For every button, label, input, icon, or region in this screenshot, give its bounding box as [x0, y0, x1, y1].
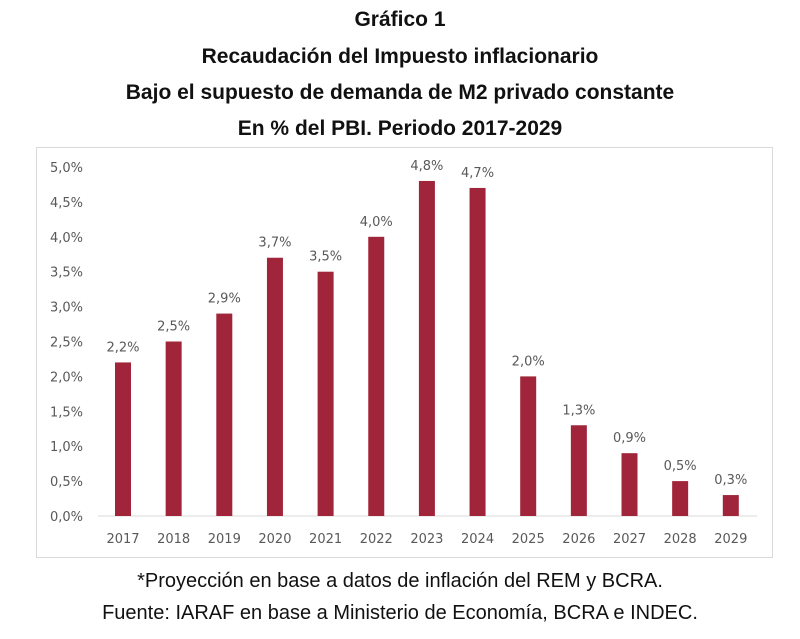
y-tick-label: 2,5% — [50, 336, 83, 351]
x-tick-label: 2028 — [664, 532, 697, 547]
x-tick-label: 2024 — [461, 532, 494, 547]
x-tick-label: 2020 — [258, 532, 291, 547]
chart-subtitle: Bajo el supuesto de demanda de M2 privad… — [125, 81, 675, 104]
bar-2021 — [317, 271, 334, 516]
data-label-2028: 0,5% — [664, 459, 697, 474]
bar-2022 — [368, 236, 385, 517]
bar-2029 — [722, 495, 739, 516]
data-label-2026: 1,3% — [562, 403, 595, 418]
y-tick-label: 1,5% — [50, 405, 83, 420]
footnote: *Proyección en base a datos de inflación… — [137, 570, 663, 592]
data-label-2019: 2,9% — [208, 292, 241, 307]
x-tick-label: 2018 — [157, 532, 190, 547]
y-tick-label: 2,0% — [50, 370, 83, 385]
y-tick-label: 1,0% — [50, 440, 83, 455]
data-label-2018: 2,5% — [157, 320, 190, 335]
bar-2023 — [418, 180, 435, 516]
bar-2026 — [570, 425, 587, 516]
data-label-2022: 4,0% — [360, 215, 393, 230]
x-tick-label: 2029 — [714, 532, 747, 547]
data-label-2025: 2,0% — [512, 354, 545, 369]
y-tick-label: 0,0% — [50, 510, 83, 525]
bar-2027 — [621, 453, 638, 516]
data-label-2029: 0,3% — [714, 473, 747, 488]
source-note: Fuente: IARAF en base a Ministerio de Ec… — [102, 602, 698, 624]
bar-2025 — [520, 376, 537, 516]
bar-2019 — [216, 313, 233, 516]
y-tick-label: 3,5% — [50, 266, 83, 281]
bar-2028 — [672, 481, 689, 516]
y-tick-label: 4,5% — [50, 196, 83, 211]
x-tick-label: 2021 — [309, 532, 342, 547]
x-tick-label: 2026 — [562, 532, 595, 547]
chart-area — [36, 147, 773, 558]
chart-title: Recaudación del Impuesto inflacionario — [201, 45, 599, 68]
y-tick-label: 3,0% — [50, 301, 83, 316]
x-tick-label: 2027 — [613, 532, 646, 547]
y-tick-label: 0,5% — [50, 475, 83, 490]
y-tick-label: 4,0% — [50, 231, 83, 246]
chart-number: Gráfico 1 — [354, 8, 446, 31]
bar-2020 — [266, 257, 283, 516]
data-label-2020: 3,7% — [258, 236, 291, 251]
x-tick-label: 2023 — [410, 532, 443, 547]
data-label-2021: 3,5% — [309, 250, 342, 265]
x-tick-label: 2019 — [208, 532, 241, 547]
x-tick-label: 2025 — [512, 532, 545, 547]
data-label-2023: 4,8% — [410, 159, 443, 174]
bar-2024 — [469, 187, 486, 516]
data-label-2024: 4,7% — [461, 166, 494, 181]
bar-2017 — [115, 362, 131, 516]
chart-period: En % del PBI. Periodo 2017-2029 — [237, 117, 563, 140]
x-tick-label: 2022 — [360, 532, 393, 547]
bar-2018 — [165, 341, 182, 516]
data-label-2017: 2,2% — [106, 340, 139, 355]
x-tick-label: 2017 — [106, 532, 139, 547]
data-label-2027: 0,9% — [613, 431, 646, 446]
y-tick-label: 5,0% — [50, 161, 83, 176]
